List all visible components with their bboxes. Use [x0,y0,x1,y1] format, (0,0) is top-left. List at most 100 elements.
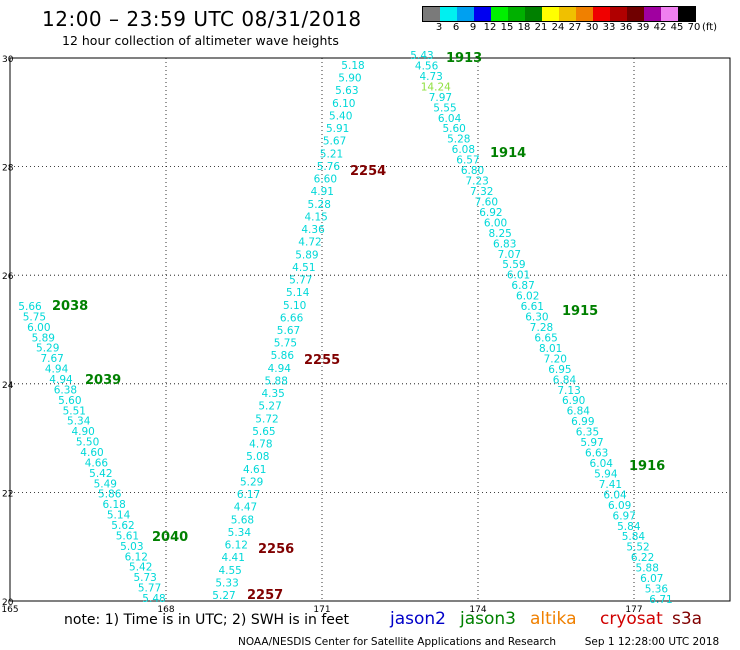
legend-label: 15 [500,22,514,33]
wave-height-value: 5.89 [295,249,318,261]
wave-height-value: 4.41 [222,552,245,564]
wave-height-value: 6.30 [525,312,548,324]
legend-swatch [525,7,542,21]
wave-height-value: 6.10 [332,98,355,110]
wave-height-value: 5.65 [252,426,275,438]
color-legend [422,6,696,22]
y-tick-label: 22 [2,489,13,499]
wave-height-value: 4.94 [49,374,73,386]
wave-height-value: 5.51 [63,405,86,417]
sat-jason3: jason3 [460,609,516,629]
footer-center: NOAA/NESDIS Center for Satellite Applica… [238,636,556,648]
legend-label: 6 [452,22,460,33]
wave-height-value: 5.77 [138,583,161,595]
wave-height-value: 5.36 [645,584,669,596]
wave-height-value: 8.25 [488,228,511,240]
x-tick-label: 168 [157,605,174,615]
wave-height-value: 5.21 [320,148,343,160]
wave-height-value: 14.24 [421,81,451,93]
x-tick-label: 171 [313,605,330,615]
wave-height-value: 5.03 [120,541,143,553]
map-frame [9,57,731,602]
wave-height-value: 6.00 [484,217,507,229]
legend-label: 39 [636,22,650,33]
y-tick-label: 26 [2,272,14,282]
wave-height-value: 6.12 [125,551,148,563]
wave-height-value: 6.95 [548,364,571,376]
wave-height-value: 6.80 [461,165,484,177]
wave-height-value: 7.32 [470,186,493,198]
wave-height-value: 5.33 [215,577,238,589]
wave-height-value: 6.57 [456,155,479,167]
wave-height-value: 6.17 [237,489,260,501]
wave-height-value: 5.28 [447,134,470,146]
wave-height-value: 5.34 [228,527,252,539]
wave-height-value: 5.67 [277,325,300,337]
wave-height-value: 5.43 [410,50,433,62]
wave-height-value: 5.84 [617,521,641,533]
wave-height-value: 6.07 [640,573,663,585]
legend-label: 30 [585,22,599,33]
wave-height-value: 4.56 [415,60,439,72]
legend-label: 9 [469,22,477,33]
wave-height-value: 5.29 [240,476,263,488]
legend-label: 3 [435,22,443,33]
wave-height-value: 5.42 [89,468,112,480]
wave-height-value: 7.67 [40,353,63,365]
legend-label: 36 [619,22,633,33]
legend-swatch [593,7,610,21]
wave-height-value: 4.91 [311,186,334,198]
wave-height-value: 5.77 [289,275,312,287]
wave-height-value: 4.47 [234,502,257,514]
wave-height-value: 6.12 [225,540,248,552]
x-tick-label: 174 [469,605,486,615]
legend-swatch [542,7,559,21]
wave-height-value: 5.10 [283,300,306,312]
pass-time-label: 1915 [562,304,598,319]
wave-height-value: 7.60 [475,196,498,208]
pass-time-label: 2038 [52,299,88,314]
axis-ticks: 165 168 171 174 177 20 22 24 26 28 30 [1,55,642,615]
wave-height-value: 7.41 [599,479,622,491]
pass-time-label: 2254 [350,164,386,179]
legend-swatch [423,7,440,21]
pass-time-label: 2039 [85,373,121,388]
wave-height-value: 6.61 [521,301,544,313]
wave-height-value: 7.23 [465,176,488,188]
pass-time-label: 2040 [152,530,188,545]
wave-height-value: 5.27 [258,401,281,413]
wave-height-value: 5.67 [323,136,346,148]
wave-height-value: 6.38 [54,384,77,396]
wave-height-value: 6.63 [585,448,608,460]
wave-height-value: 5.29 [36,343,59,355]
wave-height-value: 5.61 [116,530,139,542]
wave-height-value: 6.02 [516,291,539,303]
wave-height-value: 5.76 [317,161,341,173]
wave-height-value: 4.66 [85,457,109,469]
legend-swatch [644,7,661,21]
wave-height-value: 4.51 [292,262,315,274]
sat-cryosat: cryosat [600,609,663,629]
wave-height-value: 5.14 [107,510,131,522]
wave-height-value: 5.97 [580,437,603,449]
wave-height-value: 5.34 [67,416,91,428]
wave-height-value: 4.55 [218,565,241,577]
wave-height-value: 4.36 [301,224,325,236]
legend-swatch [474,7,491,21]
wave-height-value: 5.63 [335,85,358,97]
wave-height-value: 6.04 [590,458,614,470]
y-tick-label: 28 [2,164,14,174]
wave-height-value: 4.90 [71,426,94,438]
wave-height-value: 5.66 [18,301,42,313]
legend-swatch [610,7,627,21]
wave-height-value: 7.20 [544,353,567,365]
wave-height-value: 5.60 [442,123,465,135]
wave-height-value: 7.13 [557,385,580,397]
sat-jason2: jason2 [390,609,446,629]
wave-height-value: 4.78 [249,439,272,451]
wave-height-value: 6.87 [511,280,534,292]
wave-height-value: 6.66 [280,312,304,324]
wave-height-value: 5.28 [308,199,331,211]
wave-height-value: 7.97 [429,92,452,104]
wave-height-value: 5.68 [231,514,254,526]
